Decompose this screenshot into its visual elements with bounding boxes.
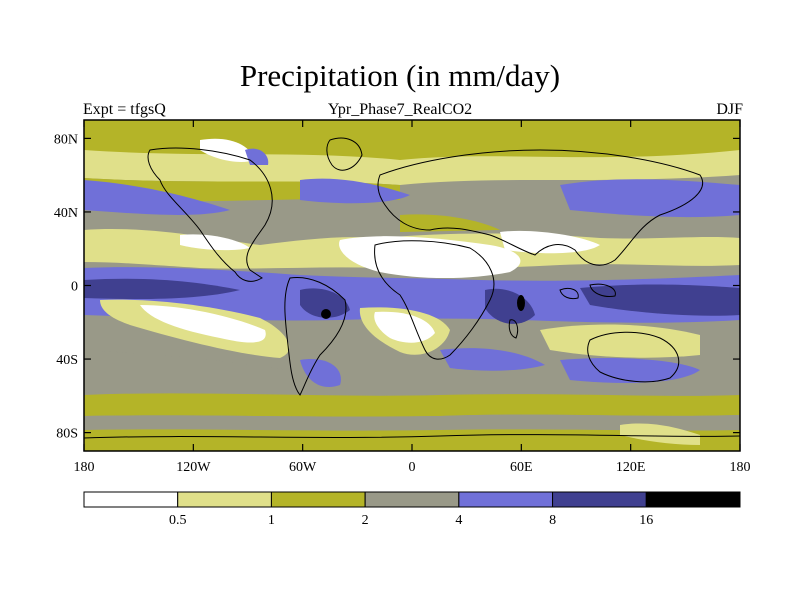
coastlines (84, 137, 740, 439)
lon-tick-label: 60E (510, 460, 533, 475)
colorbar-label: 4 (455, 513, 462, 528)
lon-tick-label: 120W (176, 460, 211, 475)
colorbar-label: 2 (362, 513, 369, 528)
longitude-axis: 180 120W 60W 0 60E 120E 180 (74, 120, 751, 475)
lon-tick-label: 180 (74, 460, 95, 475)
lat-tick-label: 0 (71, 280, 78, 295)
colorbar-swatch (177, 491, 272, 508)
colorbar-label: 1 (268, 513, 275, 528)
colorbar-swatch (552, 491, 647, 508)
lon-tick-label: 0 (409, 460, 416, 475)
colorbar-swatch (645, 491, 741, 508)
lat-tick-label: 80N (54, 132, 78, 147)
lon-tick-label: 60W (289, 460, 317, 475)
latitude-axis: 80N 40N 0 40S 80S (54, 132, 740, 442)
colorbar-swatch (458, 491, 554, 508)
lat-tick-label: 40S (56, 353, 78, 368)
lat-tick-label: 80S (56, 427, 78, 442)
lon-tick-label: 120E (616, 460, 646, 475)
map-title: Precipitation (in mm/day) (239, 58, 561, 93)
lon-tick-label: 180 (730, 460, 751, 475)
colorbar-swatch (364, 491, 460, 508)
colorbar-label: 8 (549, 513, 556, 528)
lat-tick-label: 40N (54, 206, 78, 221)
experiment-label: Expt = tfgsQ (83, 101, 166, 118)
colorbar-swatch (270, 491, 366, 508)
colorbar-label: 16 (639, 513, 653, 528)
season-label: DJF (716, 101, 743, 118)
colorbar-swatch (83, 491, 179, 508)
map-field (84, 120, 740, 451)
colorbar: 0.5 1 2 4 8 16 (83, 491, 741, 528)
colorbar-label: 0.5 (169, 513, 187, 528)
run-label: Ypr_Phase7_RealCO2 (327, 101, 473, 118)
